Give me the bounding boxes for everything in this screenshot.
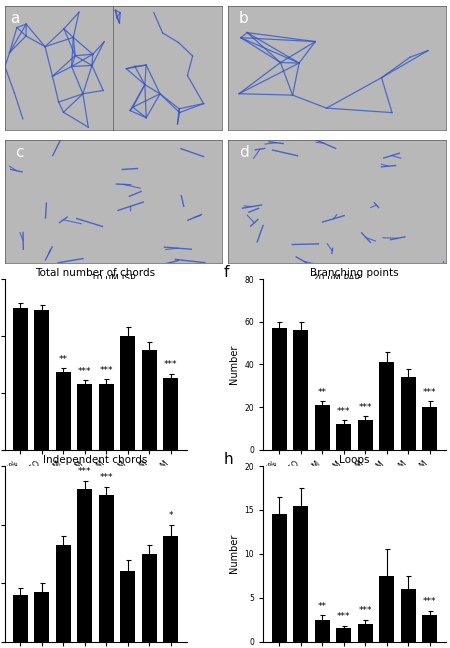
Text: ***: *** bbox=[423, 388, 436, 397]
Text: **: ** bbox=[59, 354, 68, 364]
Bar bbox=[163, 537, 179, 642]
Bar bbox=[358, 624, 373, 642]
Text: ***: *** bbox=[164, 360, 178, 369]
Bar bbox=[293, 330, 308, 450]
Text: **: ** bbox=[318, 602, 327, 611]
Bar bbox=[422, 407, 437, 450]
Text: **: ** bbox=[318, 388, 327, 397]
Text: DMSO: DMSO bbox=[154, 141, 181, 150]
Bar bbox=[358, 420, 373, 450]
Text: 20 μM PAP: 20 μM PAP bbox=[314, 274, 360, 283]
Bar bbox=[379, 575, 394, 642]
Text: ***: *** bbox=[99, 473, 113, 482]
Bar bbox=[142, 350, 157, 450]
Text: c: c bbox=[15, 145, 24, 159]
Bar bbox=[336, 424, 351, 450]
Bar bbox=[400, 377, 416, 450]
Bar bbox=[13, 595, 28, 642]
Bar bbox=[379, 362, 394, 450]
Title: Independent chords: Independent chords bbox=[44, 456, 148, 465]
Bar bbox=[99, 495, 114, 642]
Bar bbox=[293, 505, 308, 642]
Bar bbox=[77, 489, 92, 642]
Bar bbox=[400, 589, 416, 642]
Bar bbox=[56, 545, 71, 642]
Title: Total number of chords: Total number of chords bbox=[36, 268, 156, 278]
Y-axis label: Number: Number bbox=[229, 345, 239, 384]
Text: 10 μM ISP: 10 μM ISP bbox=[91, 274, 135, 283]
Text: ***: *** bbox=[358, 606, 372, 615]
Bar bbox=[163, 378, 179, 450]
Text: ***: *** bbox=[99, 366, 113, 375]
Bar bbox=[34, 310, 50, 450]
Text: f: f bbox=[223, 265, 229, 281]
Bar bbox=[99, 384, 114, 450]
Text: 10 μM DMN: 10 μM DMN bbox=[311, 141, 363, 150]
Bar bbox=[77, 384, 92, 450]
Text: ***: *** bbox=[78, 367, 92, 376]
Y-axis label: Number: Number bbox=[229, 534, 239, 573]
Text: ***: *** bbox=[337, 407, 351, 416]
Bar bbox=[34, 592, 50, 642]
Bar bbox=[13, 308, 28, 450]
Bar bbox=[56, 373, 71, 450]
Text: ***: *** bbox=[337, 612, 351, 621]
Text: ***: *** bbox=[78, 467, 92, 476]
Bar bbox=[271, 515, 287, 642]
Title: Branching points: Branching points bbox=[310, 268, 399, 278]
Bar bbox=[315, 619, 330, 642]
Title: Loops: Loops bbox=[339, 456, 369, 465]
Text: b: b bbox=[239, 12, 249, 27]
Bar bbox=[422, 615, 437, 642]
Text: ***: *** bbox=[358, 402, 372, 411]
Bar bbox=[142, 554, 157, 642]
Bar bbox=[315, 405, 330, 450]
Bar bbox=[120, 336, 135, 450]
Bar bbox=[336, 629, 351, 642]
Bar bbox=[271, 328, 287, 450]
Text: d: d bbox=[239, 145, 249, 159]
Text: *: * bbox=[169, 511, 173, 520]
Text: ***: *** bbox=[423, 597, 436, 607]
Bar bbox=[120, 572, 135, 642]
Text: h: h bbox=[223, 452, 233, 467]
Text: a: a bbox=[10, 12, 19, 27]
